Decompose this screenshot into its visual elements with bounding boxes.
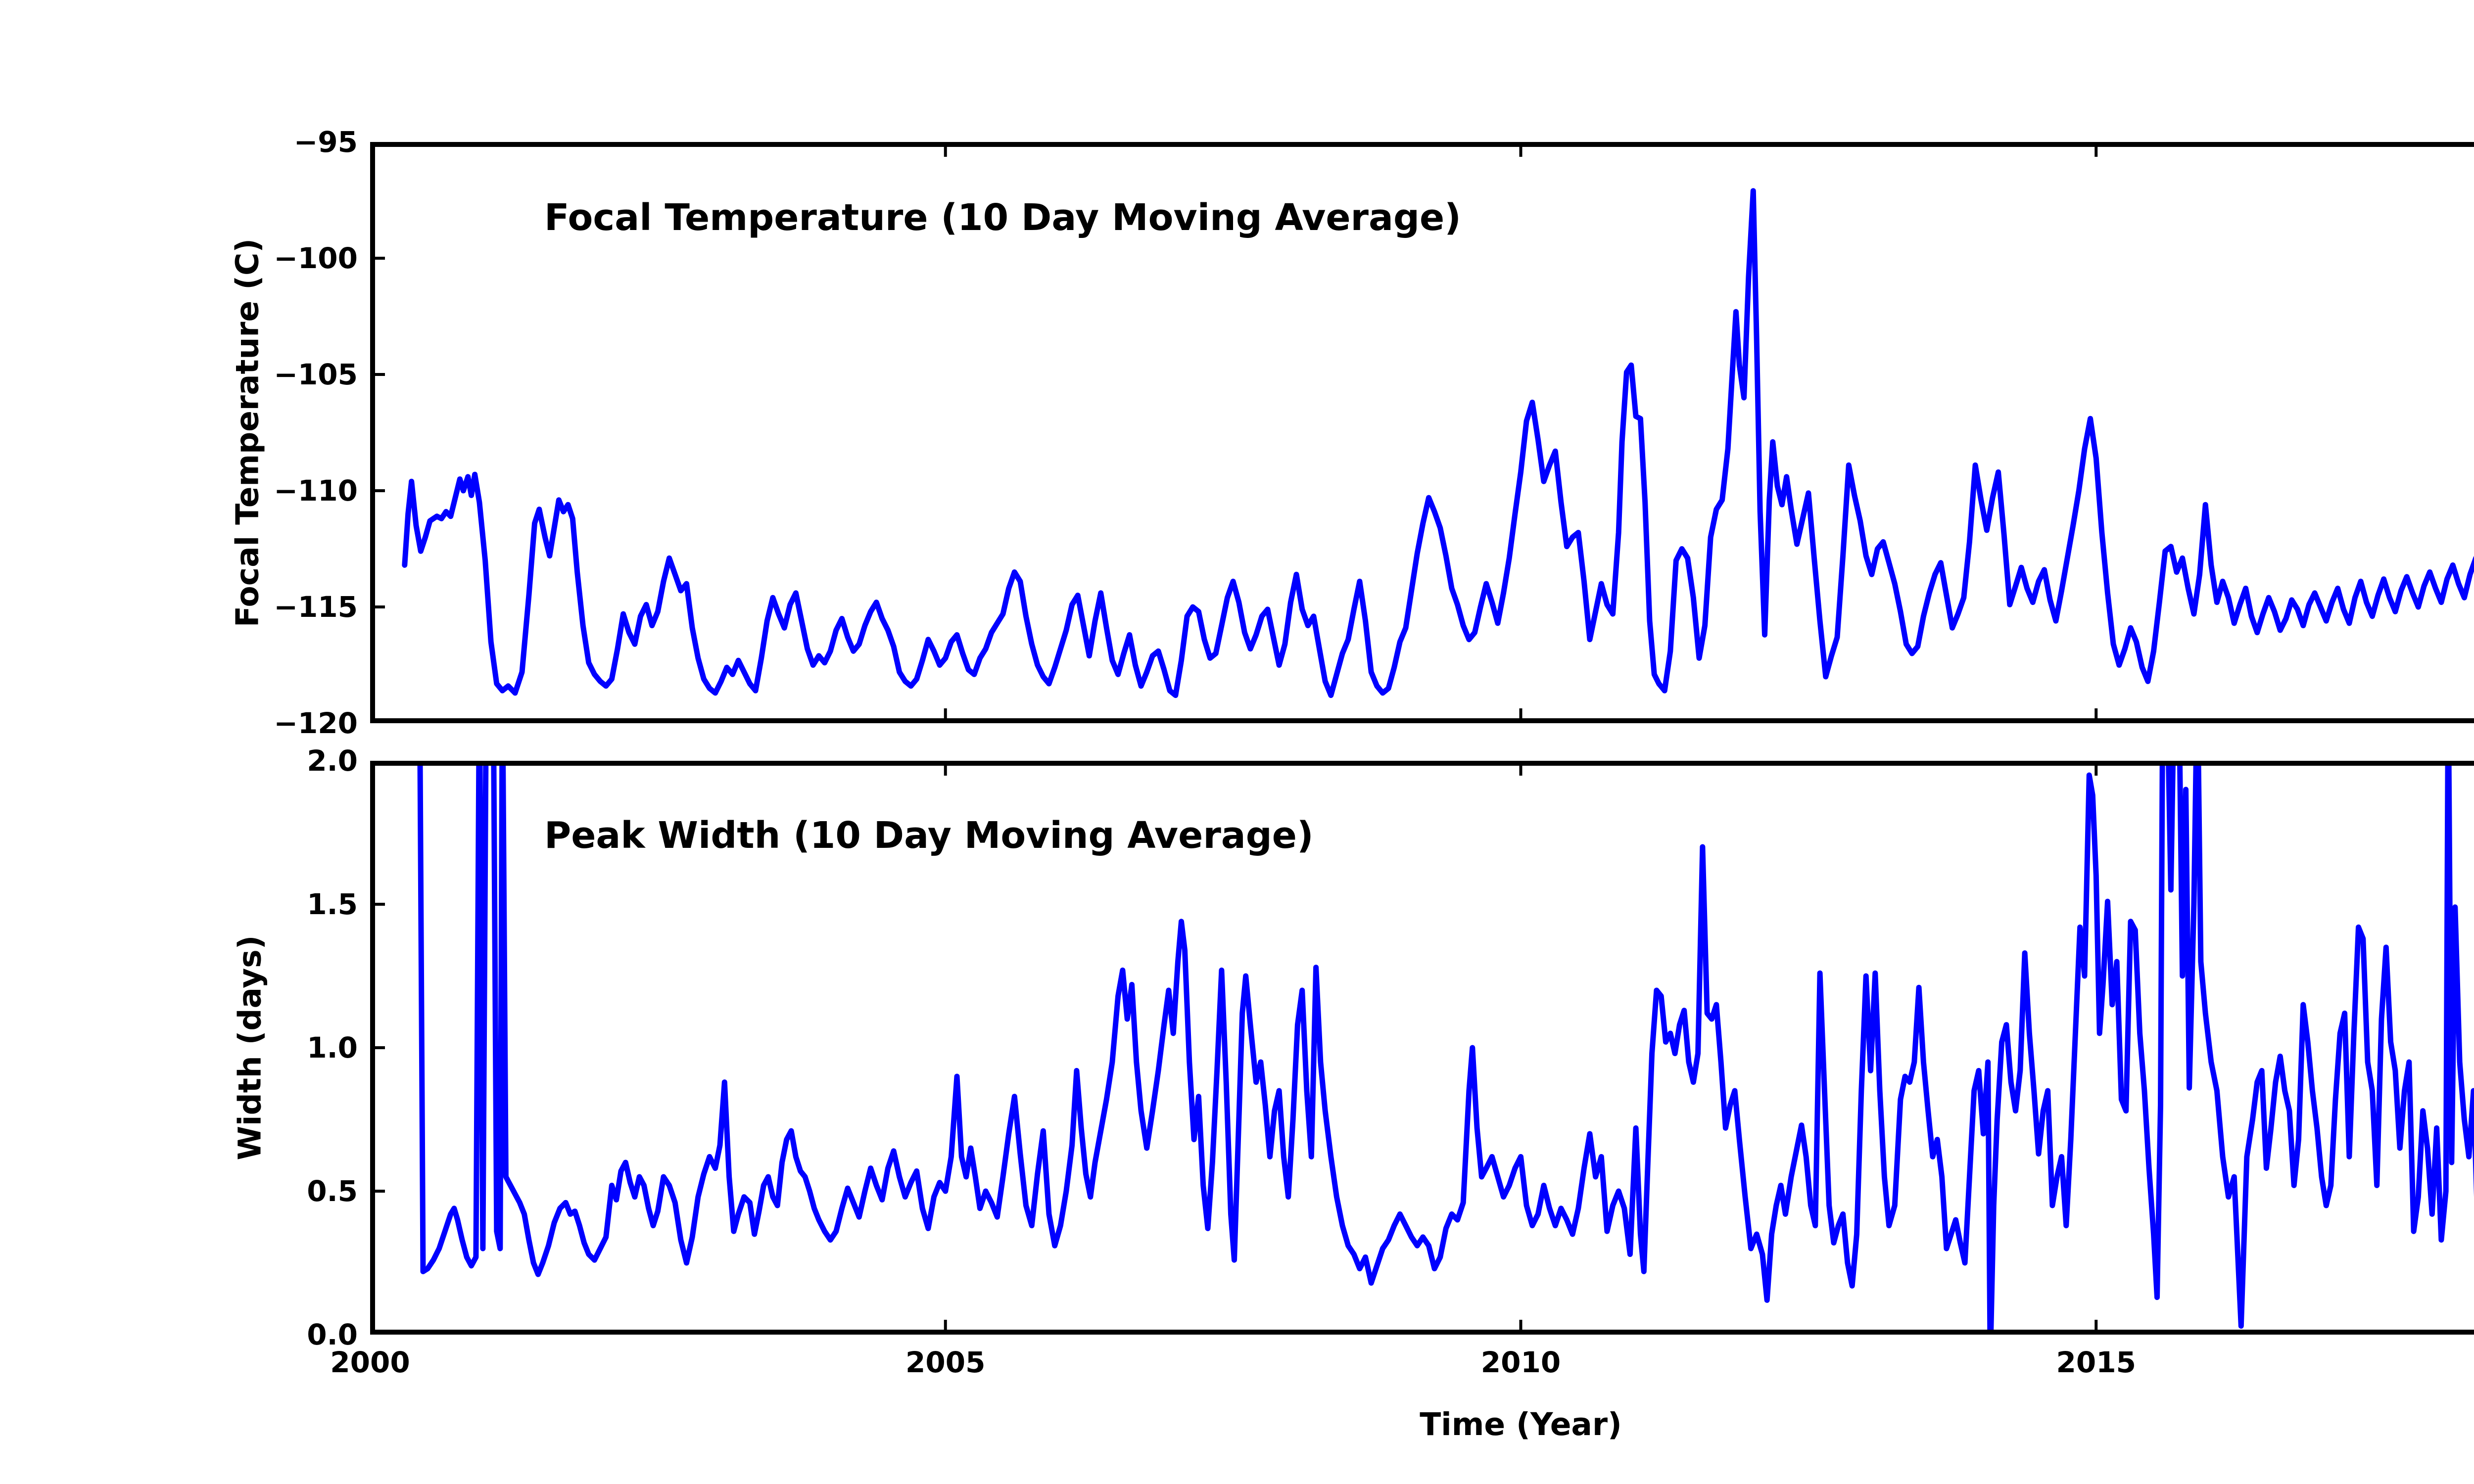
top-y-tick-label: −115 [274,590,358,624]
bottom-plot-title: Peak Width (10 Day Moving Average) [544,814,1314,857]
x-tick-label: 2000 [330,1345,410,1379]
x-tick-label: 2005 [905,1345,986,1379]
bottom-y-tick-label: 1.0 [307,1031,358,1065]
bottom-plot-canvas [370,761,2474,1335]
axes-frame [370,142,2474,723]
axes-bottom [370,761,2474,1335]
top-y-tick-label: −120 [274,706,358,740]
focal_temperature_C-line [402,188,2474,698]
top-y-tick-label: −100 [274,241,358,275]
top-y-tick-label: −110 [274,474,358,508]
x-axis-label-wrap: Time (Year) [1420,1406,1622,1442]
axes-frame [370,761,2474,1335]
bottom-y-tick-label: 2.0 [307,744,358,778]
top-y-axis-label-wrap: Focal Temperature (C) [230,238,266,627]
bottom-y-tick-label: 0.0 [307,1318,358,1351]
top-plot-title: Focal Temperature (10 Day Moving Average… [544,196,1461,239]
axes-top [370,142,2474,723]
bottom-y-tick-label: 1.5 [307,887,358,921]
x-tick-label: 2010 [1480,1345,1561,1379]
top-y-tick-label: −95 [293,125,358,159]
top-plot-canvas [370,142,2474,723]
x-tick-label: 2015 [2056,1345,2136,1379]
peak_width_days-line [417,761,2474,1335]
top-y-tick-label: −105 [274,358,358,391]
bottom-y-axis-label-wrap: Width (days) [232,935,268,1160]
bottom-y-tick-label: 0.5 [307,1174,358,1208]
bottom-y-axis-label: Width (days) [232,935,268,1160]
x-axis-label: Time (Year) [1420,1406,1622,1442]
top-y-axis-label: Focal Temperature (C) [229,238,266,627]
